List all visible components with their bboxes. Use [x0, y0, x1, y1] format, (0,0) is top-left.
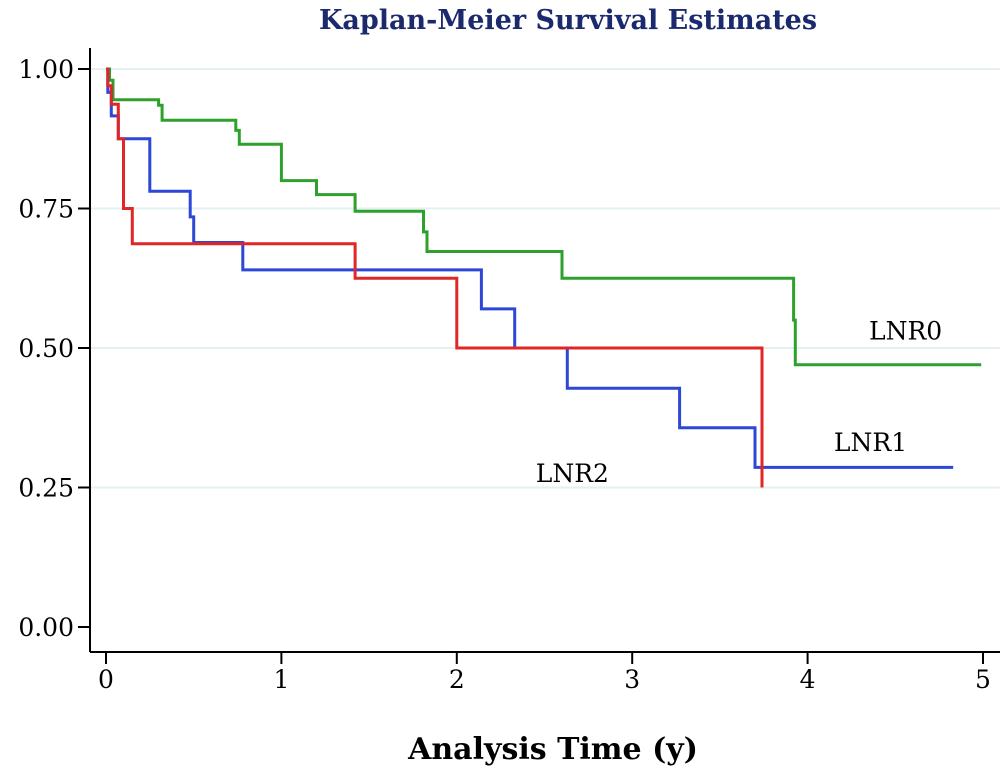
y-tick-label-3: 0.75: [18, 195, 74, 224]
label-lnr2: LNR2: [536, 459, 609, 488]
axes: 0.00 0.25 0.50 0.75 1.00 0 1 2 3 4 5: [18, 48, 1000, 694]
y-tick-label-2: 0.50: [18, 334, 74, 363]
x-tick-label-1: 1: [273, 665, 289, 694]
curve-lnr0: [106, 67, 982, 367]
x-tick-label-3: 3: [624, 665, 640, 694]
curve-labels: LNR0 LNR1 LNR2: [536, 317, 942, 488]
y-tick-label-0: 0.00: [18, 613, 74, 642]
x-tick-label-4: 4: [800, 665, 816, 694]
curve-lnr2: [106, 67, 764, 488]
x-axis-label: Analysis Time (y): [407, 732, 698, 767]
x-tick-label-0: 0: [98, 665, 114, 694]
label-lnr1: LNR1: [834, 428, 907, 457]
x-tick-label-5: 5: [975, 665, 991, 694]
x-tick-label-2: 2: [449, 665, 465, 694]
chart-title: Kaplan-Meier Survival Estimates: [319, 5, 817, 36]
label-lnr0: LNR0: [869, 317, 942, 346]
survival-curves: [106, 67, 982, 488]
y-tick-label-1: 0.25: [18, 474, 74, 503]
y-tick-label-4: 1.00: [18, 55, 74, 84]
